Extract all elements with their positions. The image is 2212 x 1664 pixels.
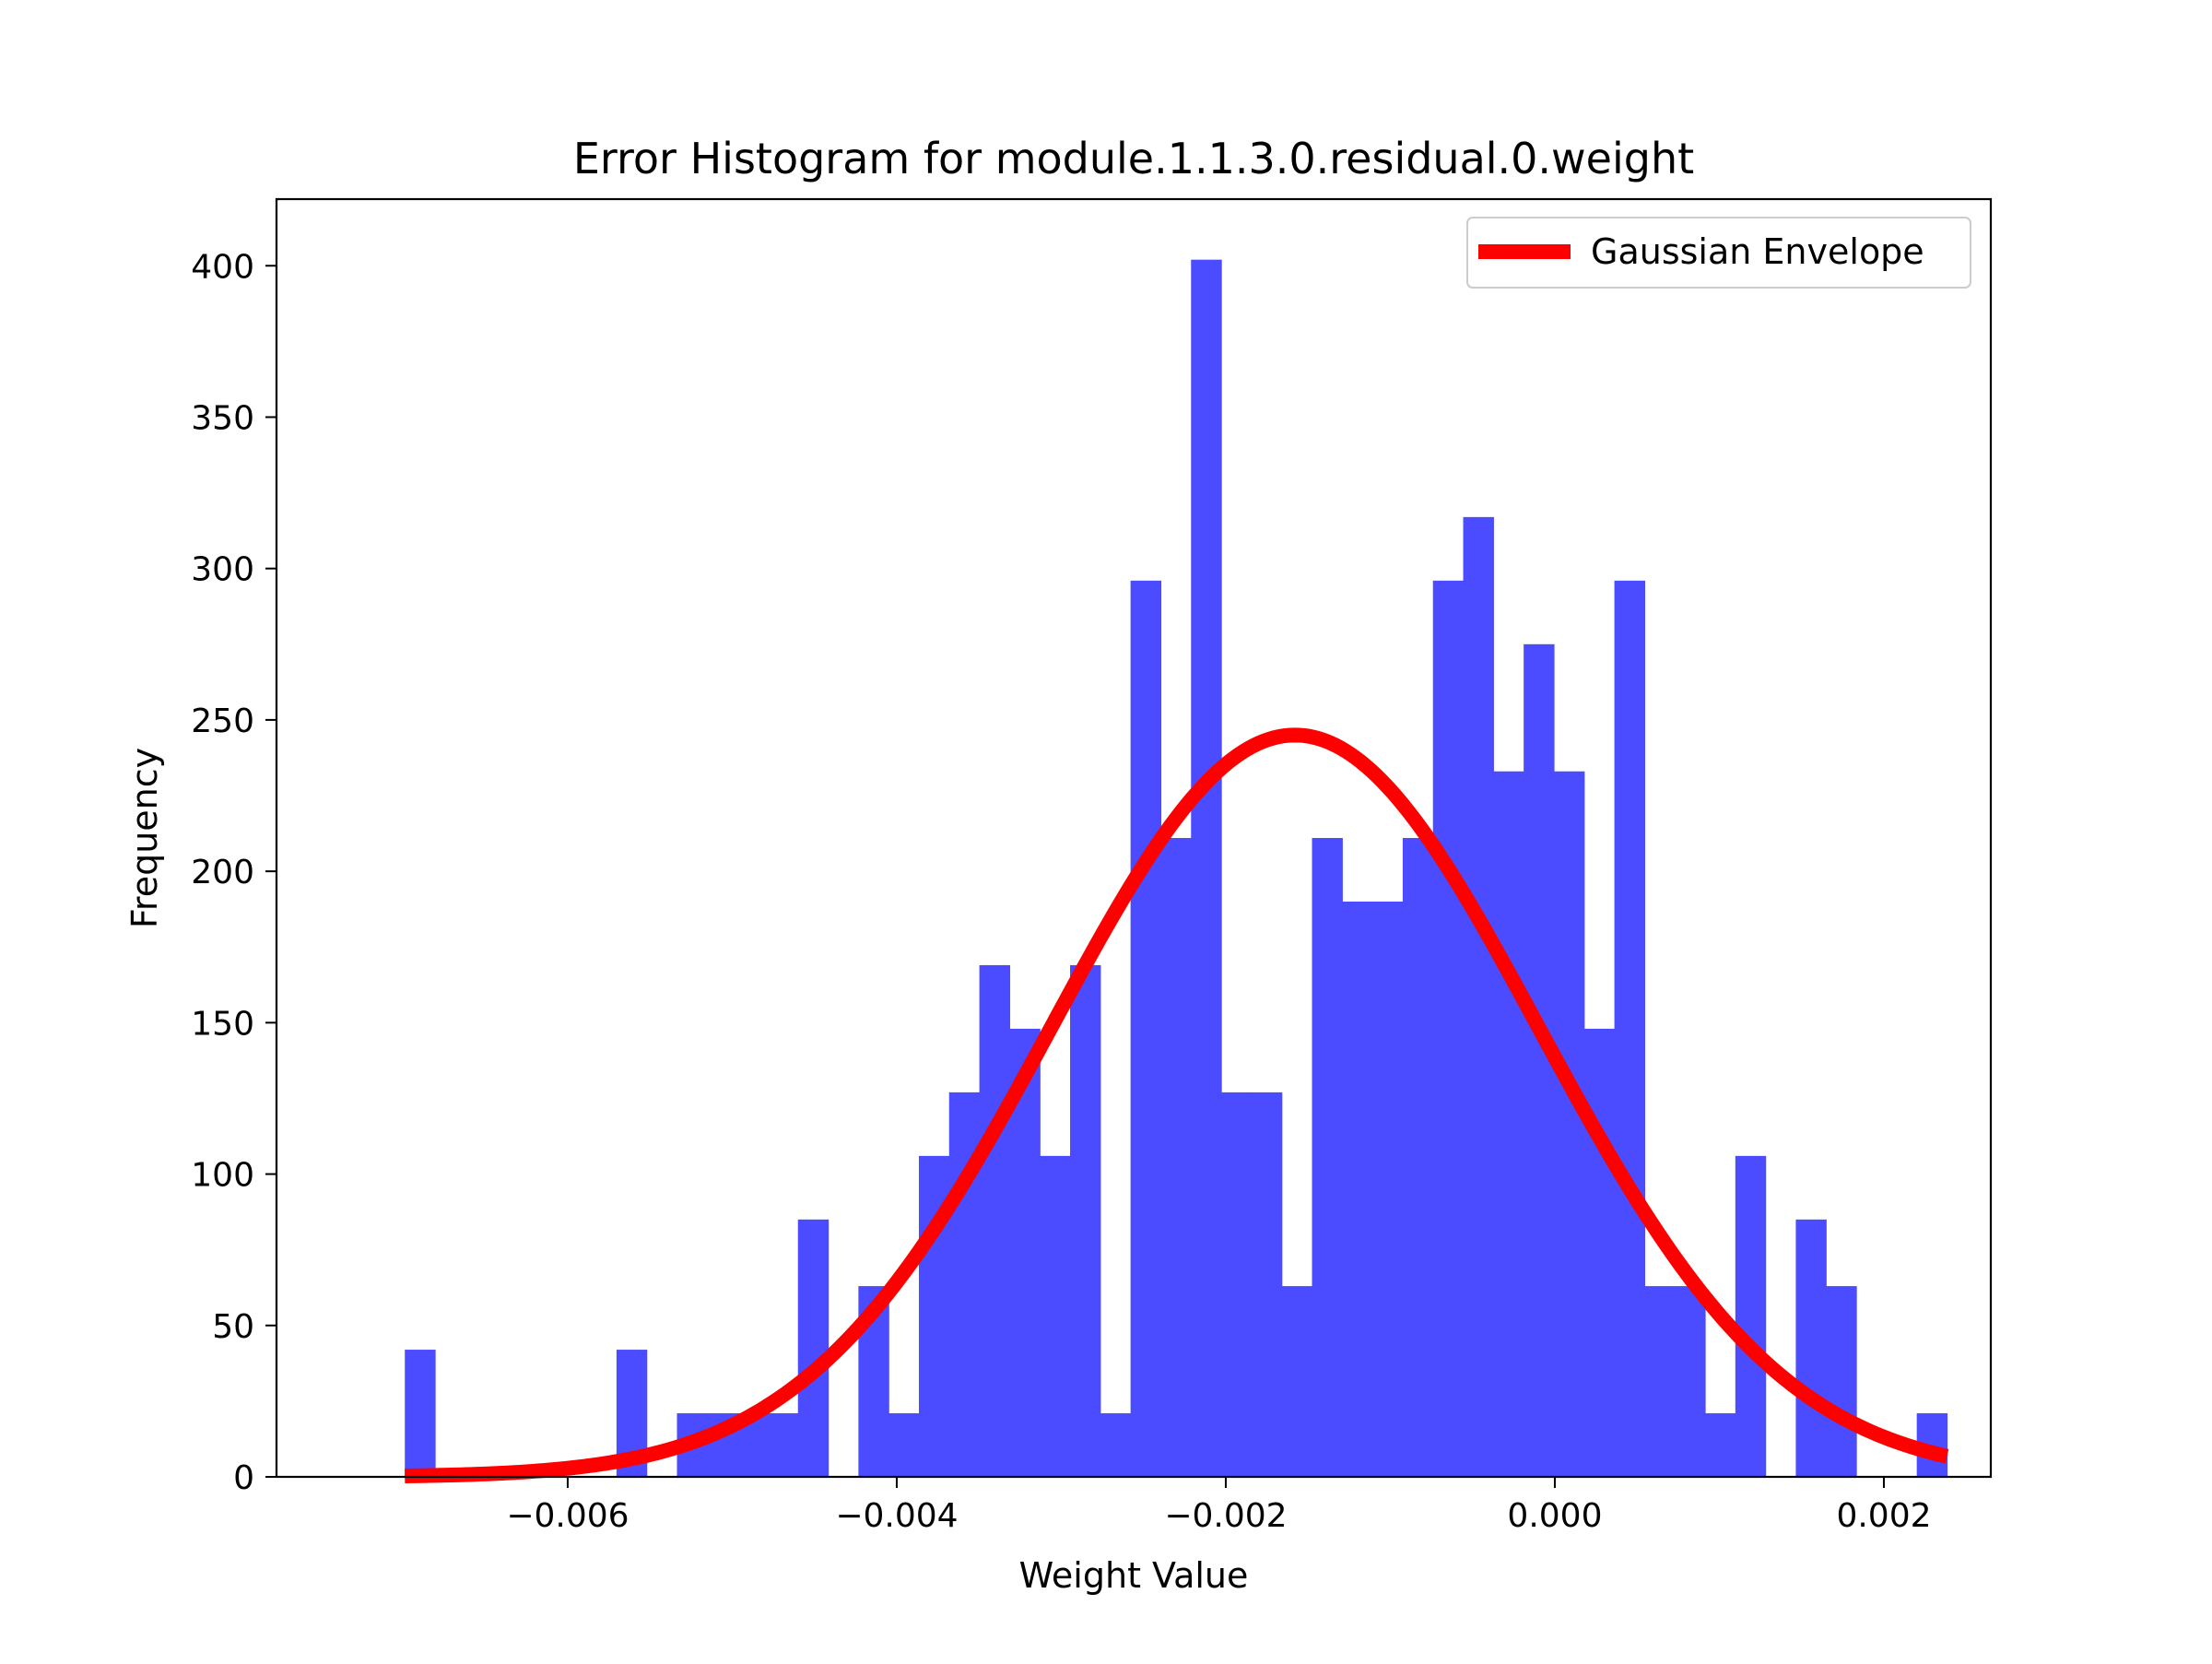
- legend: Gaussian Envelope: [1466, 217, 1971, 289]
- x-axis-label: Weight Value: [1019, 1555, 1249, 1596]
- histogram-bar: [1644, 1286, 1676, 1477]
- histogram-bar: [1553, 771, 1585, 1477]
- x-tick-label: −0.006: [506, 1497, 629, 1535]
- histogram-bars: [405, 259, 1948, 1478]
- histogram-bar: [405, 1350, 436, 1477]
- x-tick-label: 0.000: [1507, 1497, 1602, 1535]
- y-tick-label: 350: [191, 399, 254, 437]
- histogram-bar: [1705, 1413, 1736, 1477]
- histogram-bar: [1614, 580, 1645, 1477]
- histogram-bar: [767, 1413, 799, 1477]
- y-tick-label: 150: [191, 1005, 254, 1043]
- histogram-bar: [1493, 771, 1524, 1477]
- histogram-bar: [1402, 838, 1434, 1477]
- legend-label: Gaussian Envelope: [1591, 231, 1924, 272]
- histogram-bar: [1040, 1155, 1071, 1477]
- histogram-bar: [1130, 580, 1162, 1477]
- histogram-bar: [1583, 1028, 1616, 1477]
- histogram-bar: [1281, 1286, 1313, 1477]
- histogram-bar: [1312, 838, 1343, 1477]
- y-axis-label: Frequency: [124, 748, 165, 928]
- histogram-bar: [1251, 1092, 1283, 1477]
- y-tick-label: 50: [212, 1308, 254, 1346]
- histogram-bar: [1160, 838, 1192, 1477]
- y-tick-label: 400: [191, 248, 254, 286]
- gaussian-curve-layer: [405, 727, 1949, 1483]
- legend-box: [1466, 217, 1971, 289]
- histogram-bar: [1342, 901, 1373, 1477]
- histogram-bar: [1795, 1219, 1827, 1477]
- histogram-bar: [1100, 1413, 1132, 1477]
- x-tick-label: 0.002: [1836, 1497, 1931, 1535]
- histogram-bar: [1432, 580, 1465, 1477]
- y-tick-label: 100: [191, 1157, 254, 1195]
- gaussian-envelope-line: [405, 727, 1949, 1483]
- histogram-bar: [979, 964, 1011, 1477]
- histogram-bar: [1070, 964, 1101, 1477]
- chart-title: Error Histogram for module.1.1.3.0.resid…: [573, 134, 1694, 183]
- histogram-bar: [888, 1413, 920, 1477]
- histogram-bar: [797, 1219, 830, 1477]
- x-tick-label: −0.004: [835, 1497, 958, 1535]
- y-tick-label: 250: [191, 702, 254, 740]
- histogram-bar: [1675, 1286, 1706, 1477]
- histogram-bar: [1372, 901, 1404, 1477]
- y-tick-label: 200: [191, 854, 254, 891]
- histogram-bar: [1735, 1155, 1767, 1477]
- x-tick-label: −0.002: [1164, 1497, 1287, 1535]
- y-axis-ticks: 0 50 100 150 200 250 300 350 400: [191, 248, 276, 1497]
- x-axis-ticks: −0.006 −0.004 −0.002 0.000 0.002: [506, 1477, 1932, 1535]
- histogram-bar: [1826, 1286, 1857, 1477]
- y-tick-label: 0: [233, 1459, 254, 1497]
- plot-frame: [275, 197, 1993, 1479]
- histogram-bar: [1463, 516, 1494, 1477]
- histogram-bar: [1191, 259, 1222, 1478]
- y-tick-label: 300: [191, 551, 254, 589]
- histogram-bar: [1221, 1092, 1253, 1477]
